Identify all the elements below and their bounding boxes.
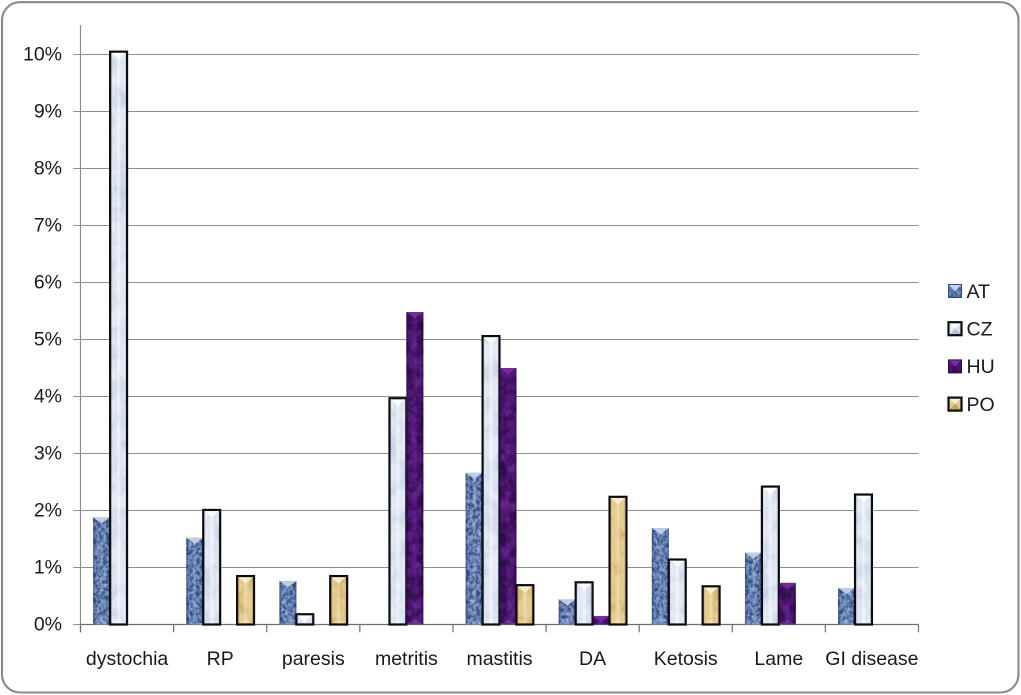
svg-text:AT: AT [967, 281, 991, 303]
svg-text:7%: 7% [34, 215, 62, 237]
svg-text:3%: 3% [34, 443, 62, 465]
svg-text:PO: PO [967, 394, 995, 416]
svg-text:GI disease: GI disease [825, 648, 918, 670]
svg-text:10%: 10% [23, 44, 62, 66]
svg-text:mastitis: mastitis [466, 648, 532, 670]
svg-text:0%: 0% [34, 614, 62, 636]
svg-text:1%: 1% [34, 557, 62, 579]
svg-text:9%: 9% [34, 101, 62, 123]
svg-text:RP: RP [207, 648, 234, 670]
svg-text:8%: 8% [34, 158, 62, 180]
svg-text:metritis: metritis [375, 648, 438, 670]
svg-text:2%: 2% [34, 500, 62, 522]
svg-text:DA: DA [579, 648, 606, 670]
svg-text:HU: HU [967, 356, 995, 378]
svg-text:4%: 4% [34, 386, 62, 408]
svg-text:6%: 6% [34, 272, 62, 294]
svg-text:Ketosis: Ketosis [654, 648, 718, 670]
svg-text:dystochia: dystochia [86, 648, 169, 670]
svg-text:5%: 5% [34, 329, 62, 351]
svg-text:CZ: CZ [967, 319, 993, 341]
svg-text:Lame: Lame [754, 648, 803, 670]
svg-text:paresis: paresis [282, 648, 345, 670]
